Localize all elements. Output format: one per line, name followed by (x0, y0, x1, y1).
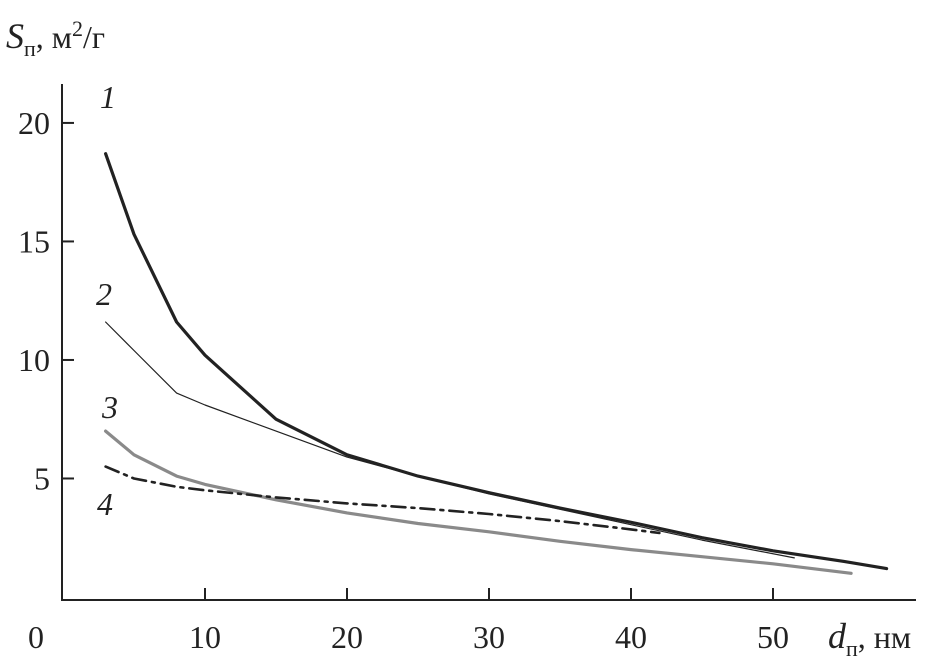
y-label-symbol: S (6, 16, 24, 56)
y-tick-label: 5 (34, 460, 50, 496)
x-label-sub: п (846, 636, 858, 661)
x-label-unit: , нм (858, 619, 911, 655)
y-axis-label: Sп, м2/г (6, 16, 105, 61)
x-tick-label: 0 (28, 619, 44, 655)
series-label: 1 (100, 79, 116, 115)
series-line (104, 152, 889, 571)
x-tick-label: 40 (615, 619, 647, 655)
x-axis-label: dп, нм (828, 616, 911, 661)
y-label-sub: п (24, 36, 36, 61)
y-label-unit-end: /г (83, 19, 105, 55)
y-tick-label: 15 (18, 223, 50, 259)
series-line (104, 429, 853, 575)
series-label: 3 (101, 389, 118, 425)
x-tick-label: 50 (757, 619, 789, 655)
series-line (105, 321, 795, 559)
series-label: 2 (96, 276, 112, 312)
y-label-unit: , м (36, 19, 72, 55)
x-tick-label: 20 (331, 619, 363, 655)
y-tick-label: 10 (18, 342, 50, 378)
y-tick-label: 20 (18, 105, 50, 141)
y-label-sup: 2 (72, 16, 83, 41)
series-label: 4 (97, 486, 113, 522)
series-line (104, 465, 661, 535)
x-label-symbol: d (828, 616, 847, 656)
x-tick-label: 30 (473, 619, 505, 655)
x-tick-label: 10 (189, 619, 221, 655)
